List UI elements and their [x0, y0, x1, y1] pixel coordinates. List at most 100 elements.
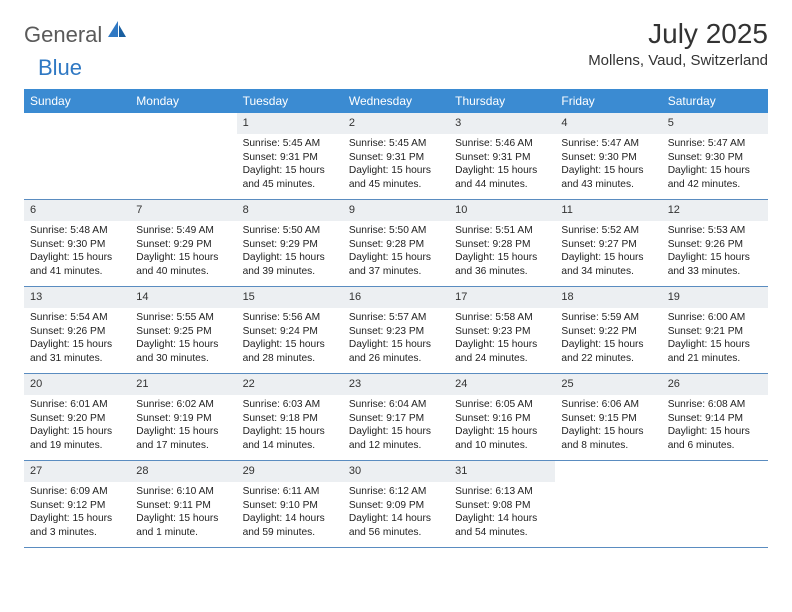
calendar-day-cell: 3Sunrise: 5:46 AMSunset: 9:31 PMDaylight…: [449, 113, 555, 199]
calendar-day-cell: [24, 113, 130, 199]
daylight-text-1: Daylight: 15 hours: [561, 251, 655, 265]
day-body: Sunrise: 6:09 AMSunset: 9:12 PMDaylight:…: [24, 482, 130, 546]
day-body: Sunrise: 6:03 AMSunset: 9:18 PMDaylight:…: [237, 395, 343, 459]
daylight-text-2: and 26 minutes.: [349, 352, 443, 366]
day-number: 18: [555, 287, 661, 308]
daylight-text-1: Daylight: 15 hours: [30, 512, 124, 526]
sunrise-text: Sunrise: 5:59 AM: [561, 311, 655, 325]
sunrise-text: Sunrise: 6:04 AM: [349, 398, 443, 412]
sunset-text: Sunset: 9:16 PM: [455, 412, 549, 426]
sunrise-text: Sunrise: 5:47 AM: [668, 137, 762, 151]
sunset-text: Sunset: 9:22 PM: [561, 325, 655, 339]
sunset-text: Sunset: 9:30 PM: [561, 151, 655, 165]
logo-text-blue: Blue: [38, 55, 82, 81]
daylight-text-1: Daylight: 15 hours: [136, 338, 230, 352]
sunrise-text: Sunrise: 5:53 AM: [668, 224, 762, 238]
day-body: Sunrise: 5:45 AMSunset: 9:31 PMDaylight:…: [237, 134, 343, 198]
sunrise-text: Sunrise: 5:58 AM: [455, 311, 549, 325]
calendar-week-row: 1Sunrise: 5:45 AMSunset: 9:31 PMDaylight…: [24, 113, 768, 200]
sunset-text: Sunset: 9:26 PM: [668, 238, 762, 252]
daylight-text-2: and 8 minutes.: [561, 439, 655, 453]
calendar-day-cell: 29Sunrise: 6:11 AMSunset: 9:10 PMDayligh…: [237, 461, 343, 547]
logo-sail-icon: [106, 19, 128, 44]
calendar-day-cell: 4Sunrise: 5:47 AMSunset: 9:30 PMDaylight…: [555, 113, 661, 199]
day-body: Sunrise: 5:45 AMSunset: 9:31 PMDaylight:…: [343, 134, 449, 198]
day-number: 16: [343, 287, 449, 308]
daylight-text-1: Daylight: 15 hours: [30, 251, 124, 265]
sunset-text: Sunset: 9:31 PM: [243, 151, 337, 165]
sunset-text: Sunset: 9:30 PM: [30, 238, 124, 252]
daylight-text-2: and 45 minutes.: [243, 178, 337, 192]
day-number: 5: [662, 113, 768, 134]
day-number: 6: [24, 200, 130, 221]
calendar-day-cell: 31Sunrise: 6:13 AMSunset: 9:08 PMDayligh…: [449, 461, 555, 547]
calendar-day-cell: 11Sunrise: 5:52 AMSunset: 9:27 PMDayligh…: [555, 200, 661, 286]
day-body: Sunrise: 5:59 AMSunset: 9:22 PMDaylight:…: [555, 308, 661, 372]
sunrise-text: Sunrise: 6:05 AM: [455, 398, 549, 412]
calendar-week-row: 6Sunrise: 5:48 AMSunset: 9:30 PMDaylight…: [24, 200, 768, 287]
day-body: Sunrise: 6:08 AMSunset: 9:14 PMDaylight:…: [662, 395, 768, 459]
calendar-day-cell: [662, 461, 768, 547]
daylight-text-2: and 24 minutes.: [455, 352, 549, 366]
calendar-day-cell: 20Sunrise: 6:01 AMSunset: 9:20 PMDayligh…: [24, 374, 130, 460]
sunset-text: Sunset: 9:18 PM: [243, 412, 337, 426]
day-number: 19: [662, 287, 768, 308]
daylight-text-2: and 3 minutes.: [30, 526, 124, 540]
daylight-text-1: Daylight: 14 hours: [243, 512, 337, 526]
sunset-text: Sunset: 9:26 PM: [30, 325, 124, 339]
calendar-day-cell: 12Sunrise: 5:53 AMSunset: 9:26 PMDayligh…: [662, 200, 768, 286]
day-body: Sunrise: 5:56 AMSunset: 9:24 PMDaylight:…: [237, 308, 343, 372]
day-body: Sunrise: 6:10 AMSunset: 9:11 PMDaylight:…: [130, 482, 236, 546]
sunrise-text: Sunrise: 5:56 AM: [243, 311, 337, 325]
sunrise-text: Sunrise: 6:03 AM: [243, 398, 337, 412]
daylight-text-2: and 56 minutes.: [349, 526, 443, 540]
daylight-text-2: and 37 minutes.: [349, 265, 443, 279]
daylight-text-2: and 33 minutes.: [668, 265, 762, 279]
daylight-text-1: Daylight: 15 hours: [455, 425, 549, 439]
daylight-text-1: Daylight: 15 hours: [30, 425, 124, 439]
day-body: Sunrise: 6:13 AMSunset: 9:08 PMDaylight:…: [449, 482, 555, 546]
calendar-day-cell: 2Sunrise: 5:45 AMSunset: 9:31 PMDaylight…: [343, 113, 449, 199]
sunset-text: Sunset: 9:31 PM: [349, 151, 443, 165]
sunrise-text: Sunrise: 5:55 AM: [136, 311, 230, 325]
sunset-text: Sunset: 9:29 PM: [136, 238, 230, 252]
calendar-day-cell: 13Sunrise: 5:54 AMSunset: 9:26 PMDayligh…: [24, 287, 130, 373]
calendar-day-cell: 7Sunrise: 5:49 AMSunset: 9:29 PMDaylight…: [130, 200, 236, 286]
calendar-body: 1Sunrise: 5:45 AMSunset: 9:31 PMDaylight…: [24, 113, 768, 548]
day-body: Sunrise: 6:06 AMSunset: 9:15 PMDaylight:…: [555, 395, 661, 459]
daylight-text-1: Daylight: 15 hours: [668, 338, 762, 352]
sunrise-text: Sunrise: 5:48 AM: [30, 224, 124, 238]
daylight-text-2: and 12 minutes.: [349, 439, 443, 453]
daylight-text-1: Daylight: 15 hours: [243, 338, 337, 352]
daylight-text-2: and 45 minutes.: [349, 178, 443, 192]
title-location: Mollens, Vaud, Switzerland: [588, 52, 768, 69]
daylight-text-1: Daylight: 15 hours: [349, 425, 443, 439]
daylight-text-2: and 43 minutes.: [561, 178, 655, 192]
day-body: Sunrise: 5:57 AMSunset: 9:23 PMDaylight:…: [343, 308, 449, 372]
daylight-text-1: Daylight: 15 hours: [243, 164, 337, 178]
day-number: 3: [449, 113, 555, 134]
title-block: July 2025 Mollens, Vaud, Switzerland: [588, 18, 768, 69]
calendar-day-cell: 21Sunrise: 6:02 AMSunset: 9:19 PMDayligh…: [130, 374, 236, 460]
title-month: July 2025: [588, 18, 768, 50]
sunrise-text: Sunrise: 6:08 AM: [668, 398, 762, 412]
day-body: Sunrise: 6:12 AMSunset: 9:09 PMDaylight:…: [343, 482, 449, 546]
daylight-text-2: and 28 minutes.: [243, 352, 337, 366]
sunrise-text: Sunrise: 6:10 AM: [136, 485, 230, 499]
daylight-text-2: and 1 minute.: [136, 526, 230, 540]
daylight-text-1: Daylight: 15 hours: [136, 512, 230, 526]
calendar: Sunday Monday Tuesday Wednesday Thursday…: [24, 89, 768, 548]
sunrise-text: Sunrise: 5:45 AM: [349, 137, 443, 151]
daylight-text-2: and 22 minutes.: [561, 352, 655, 366]
sunrise-text: Sunrise: 5:46 AM: [455, 137, 549, 151]
sunset-text: Sunset: 9:10 PM: [243, 499, 337, 513]
day-number: 27: [24, 461, 130, 482]
day-number: 10: [449, 200, 555, 221]
calendar-week-row: 27Sunrise: 6:09 AMSunset: 9:12 PMDayligh…: [24, 461, 768, 548]
day-number: 2: [343, 113, 449, 134]
sunset-text: Sunset: 9:20 PM: [30, 412, 124, 426]
calendar-day-cell: 27Sunrise: 6:09 AMSunset: 9:12 PMDayligh…: [24, 461, 130, 547]
daylight-text-2: and 30 minutes.: [136, 352, 230, 366]
daylight-text-1: Daylight: 15 hours: [668, 425, 762, 439]
calendar-day-cell: 18Sunrise: 5:59 AMSunset: 9:22 PMDayligh…: [555, 287, 661, 373]
